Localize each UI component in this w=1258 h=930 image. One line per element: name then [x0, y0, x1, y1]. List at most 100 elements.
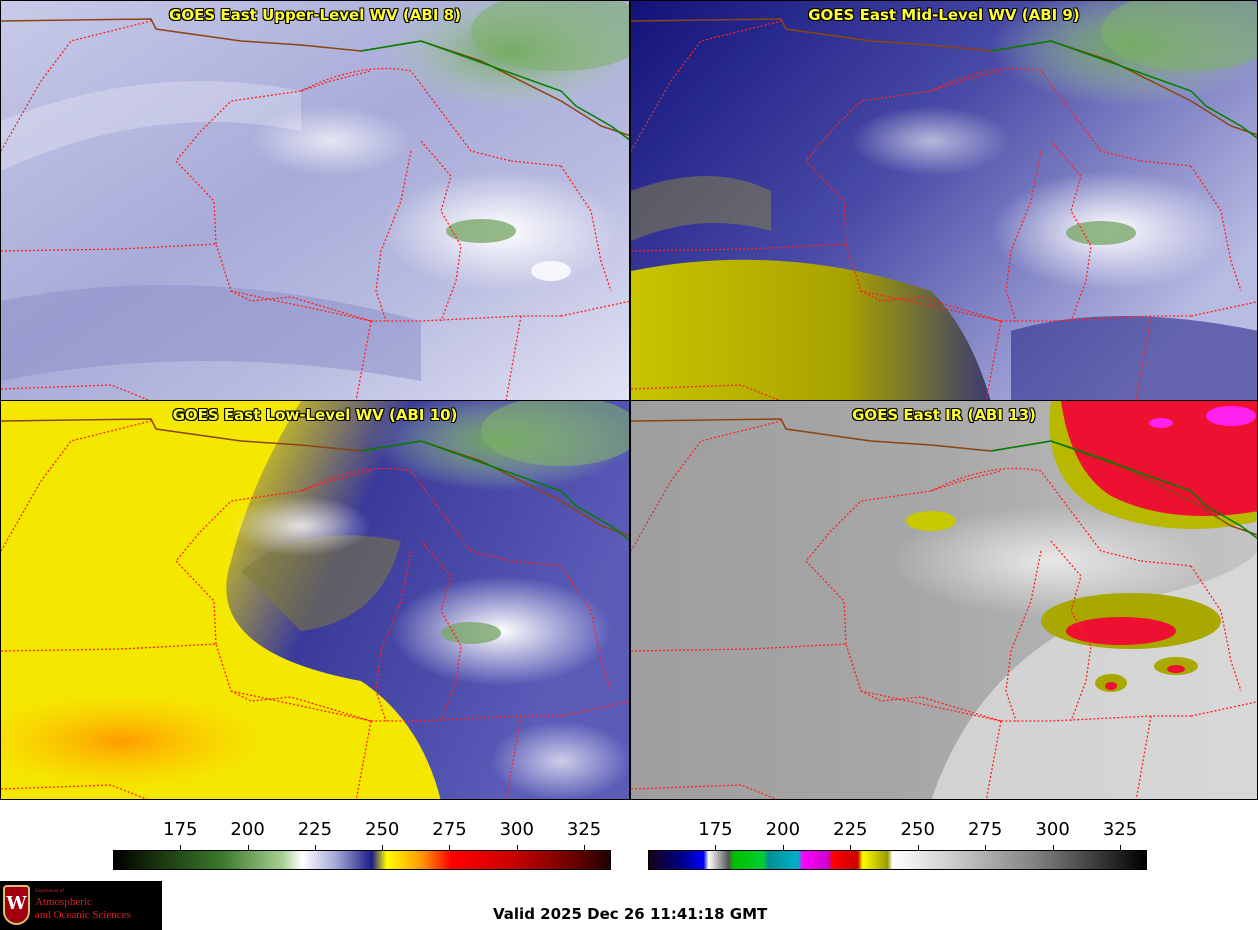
state-border: [355, 720, 372, 799]
panel-title: GOES East Mid-Level WV (ABI 9): [808, 6, 1080, 24]
state-border: [175, 470, 372, 645]
colorbar-tick-mark: [782, 845, 784, 850]
state-border: [805, 470, 1002, 645]
wv-colorbar: [113, 850, 611, 870]
colorbar-tick-mark: [314, 845, 316, 850]
mid-level-wv-panel: GOES East Mid-Level WV (ABI 9): [630, 0, 1258, 401]
panel-title: GOES East Upper-Level WV (ABI 8): [169, 6, 461, 24]
colorbar-tick-mark: [382, 845, 384, 850]
state-border: [375, 550, 412, 722]
state-border: [930, 67, 1142, 162]
state-border: [631, 20, 782, 152]
colorbar-tick-label: 300: [499, 819, 534, 840]
colorbar-tick-label: 250: [365, 819, 400, 840]
country-border: [360, 40, 629, 141]
state-border: [560, 565, 612, 692]
colorbar-tick-mark: [584, 845, 586, 850]
state-border: [631, 643, 1191, 722]
colorbar-tick-mark: [180, 845, 182, 850]
state-border: [1, 420, 152, 552]
state-border: [985, 320, 1002, 400]
map-borders: [631, 18, 1257, 400]
colorbar-tick-mark: [985, 845, 987, 850]
colorbar-tick-mark: [1052, 845, 1054, 850]
state-border: [1, 384, 151, 400]
colorbar-tick-label: 200: [765, 819, 801, 840]
logo-line-3: and Oceanic Sciences: [35, 909, 131, 921]
state-border: [1050, 540, 1092, 722]
state-border: [560, 165, 612, 292]
colorbar-tick-label: 225: [297, 819, 333, 840]
uw-crest-icon: W: [3, 885, 30, 925]
map-borders: [631, 418, 1257, 799]
state-border: [1, 243, 561, 322]
colorbar-tick-mark: [449, 845, 451, 850]
state-border: [985, 720, 1002, 799]
state-border: [420, 540, 462, 722]
state-border: [631, 243, 1191, 322]
state-border: [631, 420, 782, 552]
upper-level-wv-panel: GOES East Upper-Level WV (ABI 8): [0, 0, 630, 401]
logo-line-2: Atmospheric: [35, 896, 92, 908]
state-border: [1190, 565, 1242, 692]
panel-title: GOES East IR (ABI 13): [852, 406, 1036, 424]
colorbar-tick-mark: [917, 845, 919, 850]
state-border: [510, 560, 562, 567]
colorbar-tick-label: 200: [230, 819, 265, 840]
colorbar-tick-label: 275: [432, 819, 467, 840]
mid-level-wv-image: [631, 1, 1257, 400]
state-border: [1050, 140, 1092, 322]
state-border: [510, 160, 562, 167]
colorbar-tick-mark: [1120, 845, 1122, 850]
panel-title: GOES East Low-Level WV (ABI 10): [172, 406, 458, 424]
state-border: [420, 140, 462, 322]
colorbar-tick-label: 300: [1035, 819, 1070, 840]
state-border: [860, 290, 1002, 322]
state-border: [175, 70, 372, 245]
state-border: [930, 467, 1142, 562]
colorbar-tick-label: 325: [566, 819, 602, 840]
colorbar-tick-label: 175: [698, 819, 733, 840]
ir-image: [631, 401, 1257, 799]
upper-level-wv-image: [1, 1, 629, 400]
colorbar-tick-mark: [715, 845, 717, 850]
colorbar-tick-label: 225: [833, 819, 868, 840]
ir-panel: GOES East IR (ABI 13): [630, 400, 1258, 800]
colorbar-tick-mark: [516, 845, 518, 850]
map-borders: [1, 18, 629, 400]
colorbar-tick-label: 325: [1102, 819, 1138, 840]
state-border: [355, 320, 372, 400]
state-border: [1140, 160, 1192, 167]
state-border: [230, 690, 372, 722]
state-border: [631, 384, 781, 400]
low-level-wv-panel: GOES East Low-Level WV (ABI 10): [0, 400, 630, 800]
aos-logo: W Department of Atmospheric and Oceanic …: [0, 881, 162, 930]
country-border: [990, 40, 1257, 139]
state-border: [1190, 165, 1242, 292]
colorbar-tick-label: 250: [900, 819, 935, 840]
map-borders: [1, 418, 629, 799]
state-border: [230, 290, 372, 322]
state-border: [300, 467, 512, 562]
logo-line-1: Department of: [35, 889, 65, 894]
state-border: [1, 20, 152, 152]
country-border: [990, 440, 1257, 539]
colorbar-tick-mark: [850, 845, 852, 850]
state-border: [1, 784, 148, 799]
colorbar-tick-label: 175: [163, 819, 198, 840]
state-border: [1140, 560, 1192, 567]
state-border: [1005, 150, 1042, 322]
state-border: [300, 67, 512, 162]
state-border: [631, 784, 778, 799]
ir-colorbar: [648, 850, 1147, 870]
colorbar-tick-mark: [247, 845, 249, 850]
state-border: [860, 690, 1002, 722]
state-border: [1, 643, 561, 722]
low-level-wv-image: [1, 401, 629, 799]
colorbar-tick-label: 275: [967, 819, 1003, 840]
country-border: [360, 440, 629, 541]
valid-time: Valid 2025 Dec 26 11:41:18 GMT: [493, 905, 768, 923]
state-border: [805, 70, 1002, 245]
state-border: [1005, 550, 1042, 722]
state-border: [375, 150, 412, 322]
